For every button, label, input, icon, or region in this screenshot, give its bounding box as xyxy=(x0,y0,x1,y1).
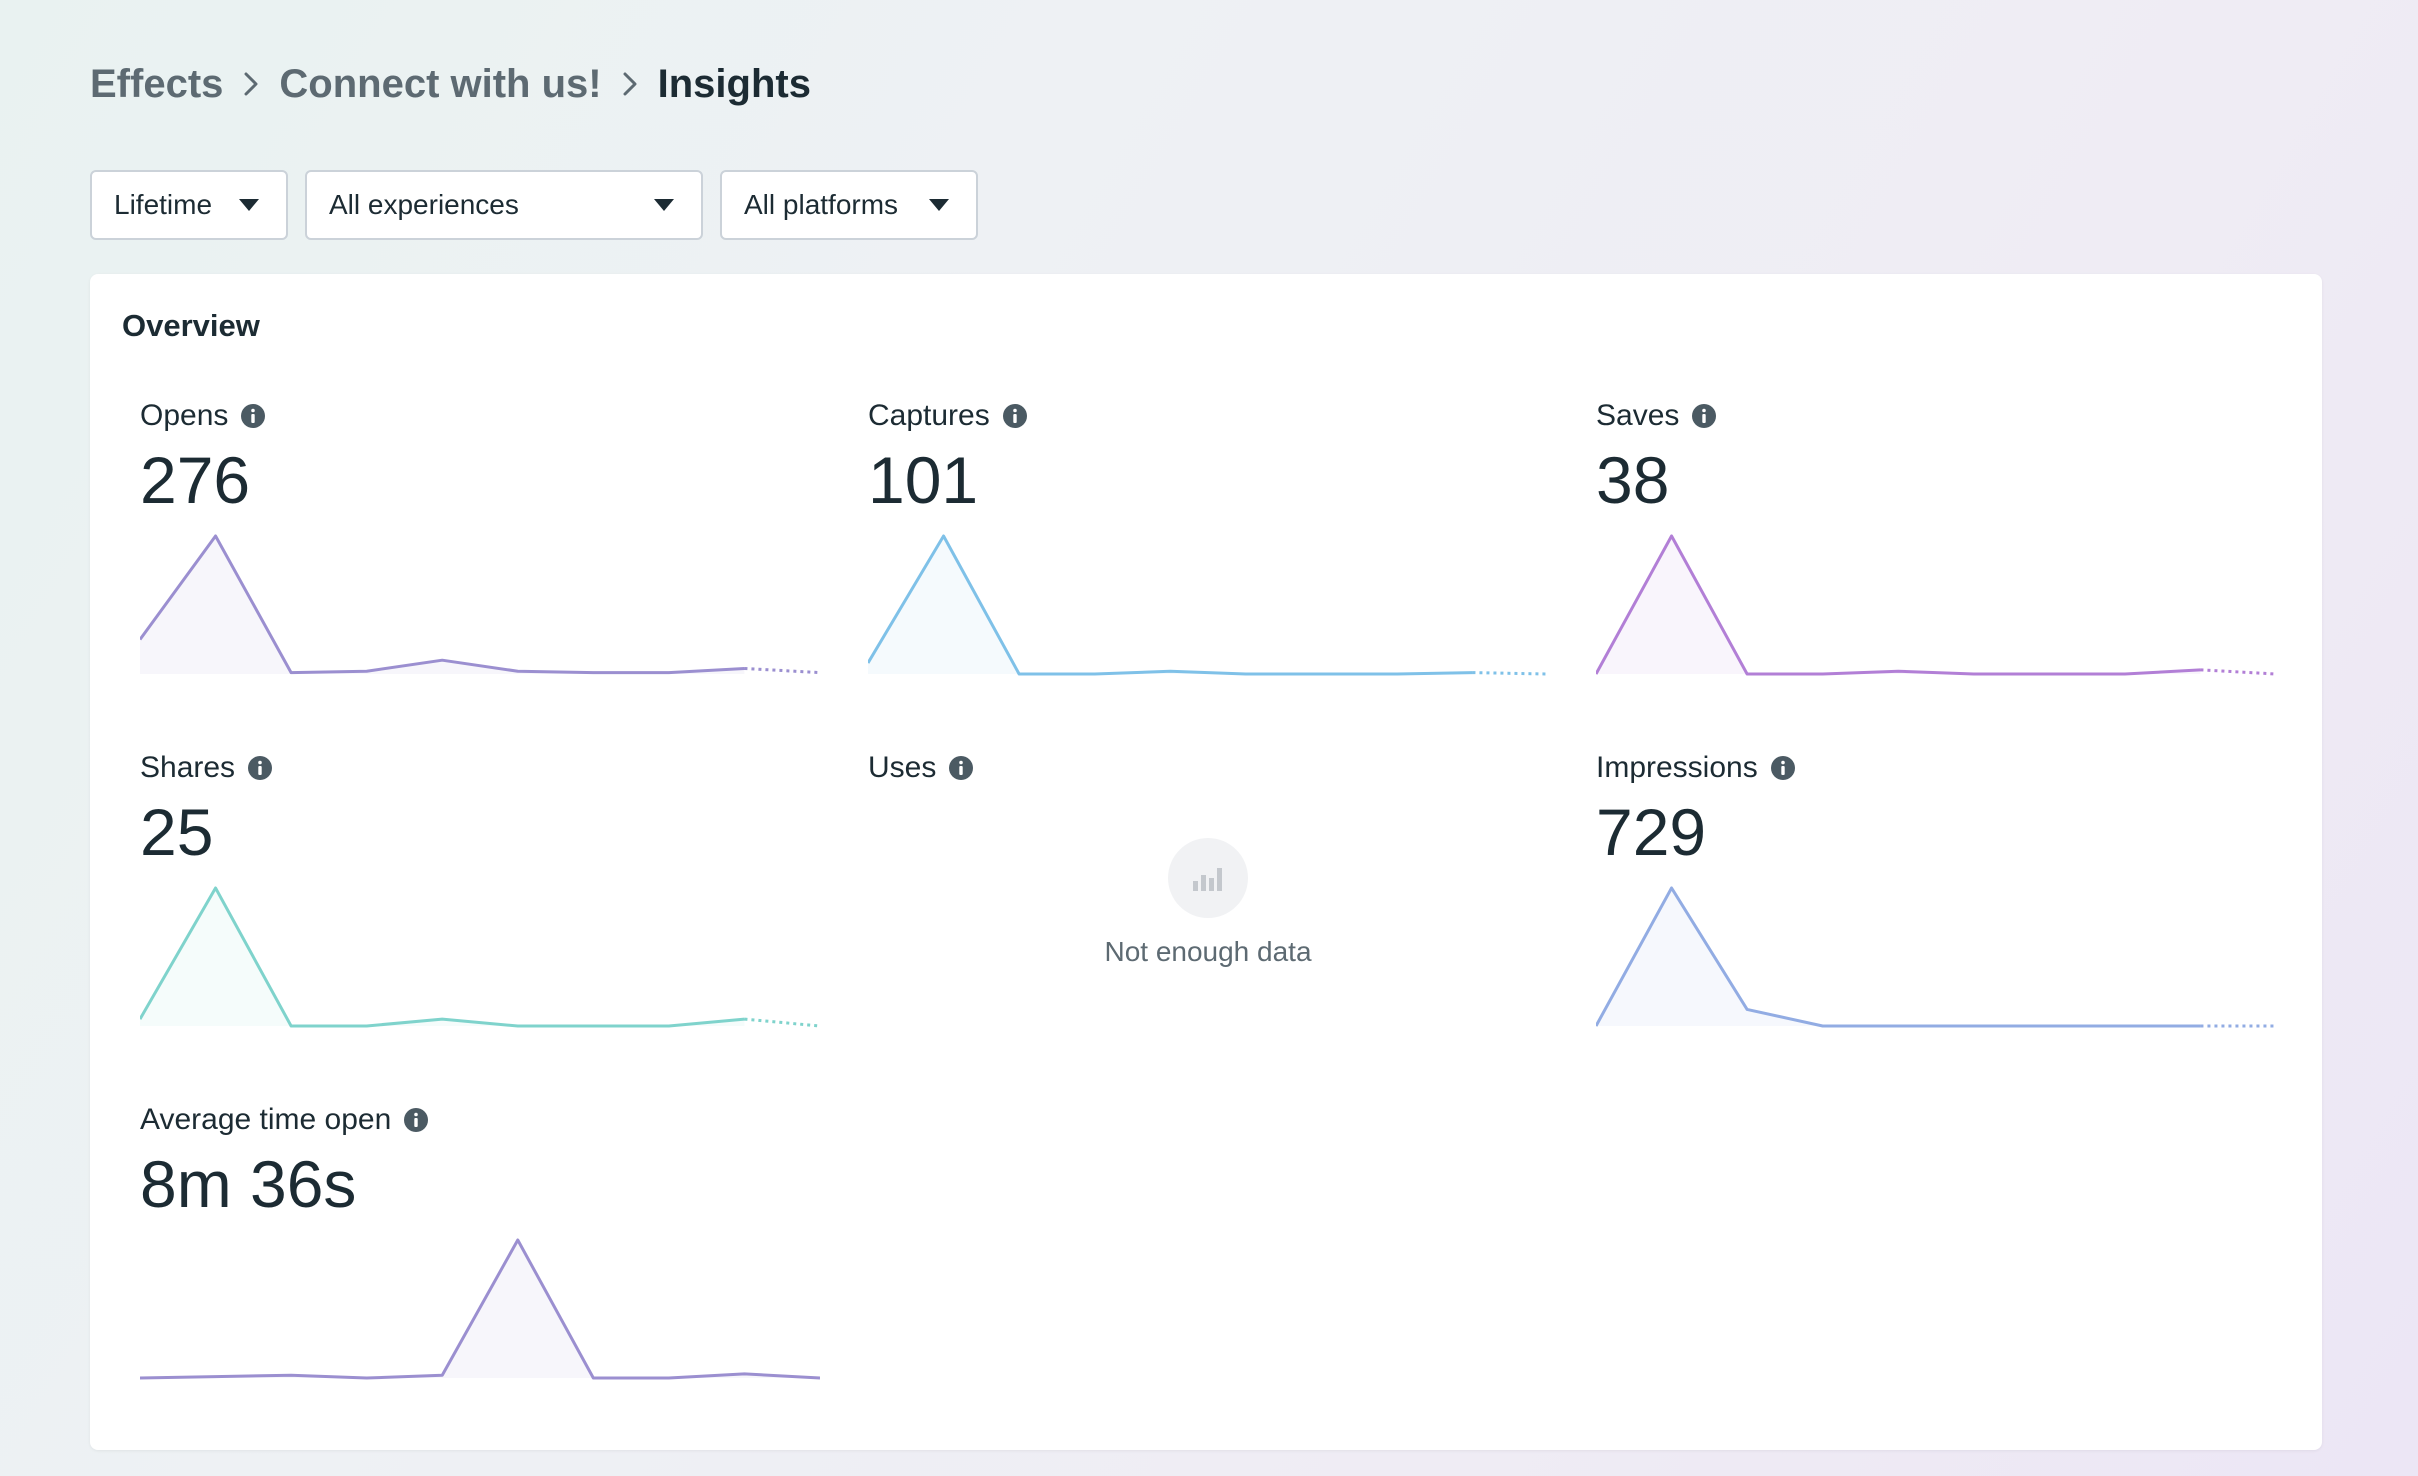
sparkline-chart xyxy=(1596,534,2276,676)
metric-value: 8m 36s xyxy=(140,1147,357,1221)
info-icon[interactable] xyxy=(403,1107,429,1133)
chevron-right-icon xyxy=(602,69,658,99)
sparkline-line xyxy=(1596,534,2201,676)
sparkline-chart xyxy=(140,1238,820,1380)
metric-uses: Uses Not enough data xyxy=(868,748,1548,1088)
info-icon[interactable] xyxy=(1770,755,1796,781)
bar-chart-icon xyxy=(1168,838,1248,918)
filter-bar: Lifetime All experiences All platforms xyxy=(90,170,978,240)
metric-captures: Captures 101 xyxy=(868,396,1548,736)
platform-value: All platforms xyxy=(744,189,899,220)
metric-value: 25 xyxy=(140,795,214,869)
sparkline-chart xyxy=(140,886,820,1028)
chevron-right-icon xyxy=(223,69,279,99)
overview-panel: Overview Opens 276 Captures 101 Saves 38… xyxy=(90,274,2322,1450)
sparkline-projection xyxy=(2200,668,2276,676)
sparkline-projection xyxy=(744,1017,820,1028)
experience-dropdown[interactable]: All experiences xyxy=(305,170,703,240)
metric-label: Average time open xyxy=(140,1103,392,1136)
caret-down-icon xyxy=(238,198,260,212)
sparkline-chart xyxy=(868,534,1548,676)
info-icon[interactable] xyxy=(948,755,974,781)
info-icon[interactable] xyxy=(247,755,273,781)
metric-label: Saves xyxy=(1596,399,1680,432)
metric-value: 276 xyxy=(140,443,251,517)
metric-average-time-open: Average time open 8m 36s xyxy=(140,1100,820,1440)
sparkline-line xyxy=(140,534,745,675)
caret-down-icon xyxy=(653,198,675,212)
metric-opens: Opens 276 xyxy=(140,396,820,736)
sparkline-area xyxy=(868,536,1473,674)
metric-value: 38 xyxy=(1596,443,1670,517)
sparkline-area xyxy=(140,536,745,674)
sparkline-area xyxy=(1596,888,2201,1026)
overview-title: Overview xyxy=(122,308,260,343)
metric-label: Impressions xyxy=(1596,751,1758,784)
sparkline-line xyxy=(1596,886,2201,1028)
sparkline-projection xyxy=(1472,671,1548,676)
metric-shares: Shares 25 xyxy=(140,748,820,1088)
metric-label: Captures xyxy=(868,399,990,432)
metric-label: Shares xyxy=(140,751,236,784)
breadcrumb-insights: Insights xyxy=(657,61,811,106)
time-range-value: Lifetime xyxy=(114,189,213,220)
metric-value: 729 xyxy=(1596,795,1707,869)
breadcrumb-effect-name[interactable]: Connect with us! xyxy=(279,61,602,106)
metric-saves: Saves 38 xyxy=(1596,396,2276,736)
sparkline-line xyxy=(868,534,1473,676)
sparkline-projection xyxy=(744,666,820,675)
empty-state-text: Not enough data xyxy=(1104,936,1312,967)
sparkline-area xyxy=(1596,536,2201,674)
metric-impressions: Impressions 729 xyxy=(1596,748,2276,1088)
metric-label: Opens xyxy=(140,399,229,432)
platform-dropdown[interactable]: All platforms xyxy=(720,170,978,240)
sparkline-line xyxy=(140,886,745,1028)
empty-state: Not enough data xyxy=(868,838,1548,968)
breadcrumb: Effects Connect with us! Insights xyxy=(90,52,811,116)
info-icon[interactable] xyxy=(240,403,266,429)
metric-value: 101 xyxy=(868,443,979,517)
caret-down-icon xyxy=(928,198,950,212)
time-range-dropdown[interactable]: Lifetime xyxy=(90,170,288,240)
sparkline-chart xyxy=(1596,886,2276,1028)
breadcrumb-effects[interactable]: Effects xyxy=(90,61,224,106)
metric-label: Uses xyxy=(868,751,937,784)
sparkline-chart xyxy=(140,534,820,675)
sparkline-area xyxy=(140,888,745,1026)
sparkline-line xyxy=(140,1238,820,1380)
info-icon[interactable] xyxy=(1691,403,1717,429)
experience-value: All experiences xyxy=(329,189,519,220)
info-icon[interactable] xyxy=(1002,403,1028,429)
